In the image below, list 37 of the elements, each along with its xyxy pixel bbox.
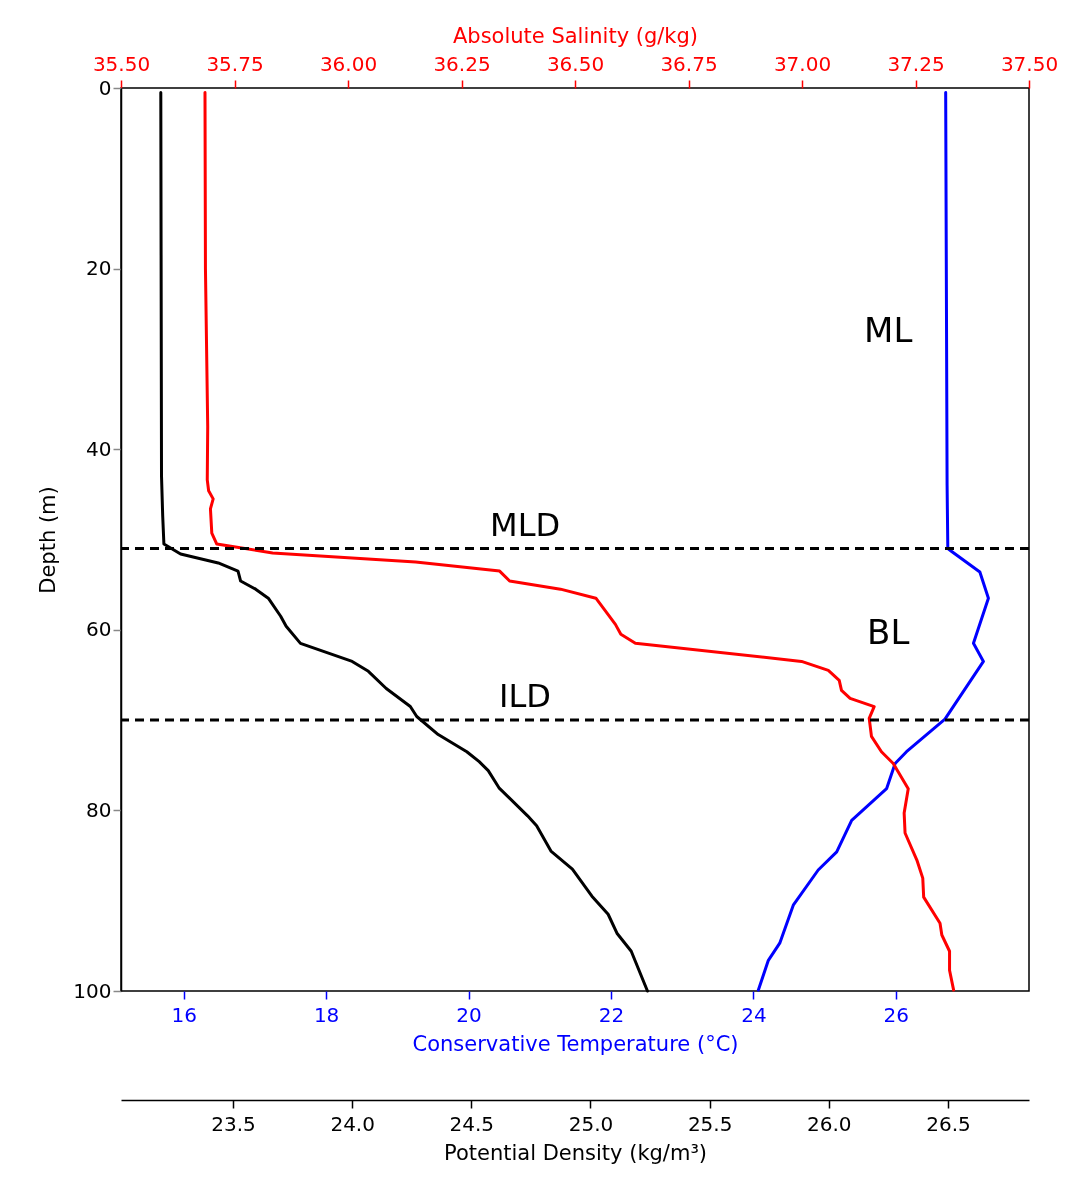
y-tick-label: 20 (86, 256, 112, 281)
x2-tick-label: 37.25 (887, 51, 945, 76)
x-tick-label: 23.5 (211, 1111, 256, 1136)
x-tick-label: 26 (883, 1002, 910, 1027)
x-tick-label: 16 (171, 1002, 197, 1027)
x-tick-label: 25.0 (568, 1111, 614, 1136)
x2-tick-label: 36.00 (319, 51, 378, 76)
x2-tick-label: 36.75 (660, 51, 718, 76)
x-tick-label: 26.0 (807, 1111, 852, 1136)
x-tick-label: 18 (313, 1002, 340, 1027)
x-tick-label: 24.0 (330, 1111, 375, 1136)
annotation: ML (864, 310, 913, 351)
x2-axis-title: Absolute Salinity (g/kg) (452, 23, 699, 48)
x2-tick-label: 37.50 (1000, 51, 1059, 76)
x-axis-title: Conservative Temperature (°C) (412, 1031, 739, 1056)
x-axis-title: Potential Density (kg/m³) (443, 1140, 708, 1165)
x2-tick-label: 37.00 (773, 51, 832, 76)
y-tick-label: 100 (73, 978, 112, 1003)
x2-tick-label: 35.75 (206, 51, 264, 76)
x-tick-label: 20 (456, 1002, 482, 1027)
ref-line-label: MLD (490, 505, 561, 544)
x2-tick-label: 36.25 (433, 51, 491, 76)
annotation: BL (867, 612, 910, 653)
y-tick-label: 0 (98, 75, 112, 100)
y-tick-label: 40 (86, 436, 112, 461)
ref-line-label: ILD (499, 677, 552, 716)
line-series (756, 91, 990, 992)
y-tick-label: 80 (86, 797, 112, 822)
x-tick-label: 25.5 (687, 1111, 733, 1136)
x2-tick-label: 35.50 (92, 51, 151, 76)
x-tick-label: 24 (741, 1002, 767, 1027)
x-tick-label: 24.5 (449, 1111, 495, 1136)
x2-tick-label: 36.50 (546, 51, 605, 76)
y-axis-title: Depth (m) (36, 486, 61, 594)
x-tick-label: 26.5 (926, 1111, 971, 1136)
x-tick-label: 22 (598, 1002, 625, 1027)
y-tick-label: 60 (86, 617, 112, 642)
